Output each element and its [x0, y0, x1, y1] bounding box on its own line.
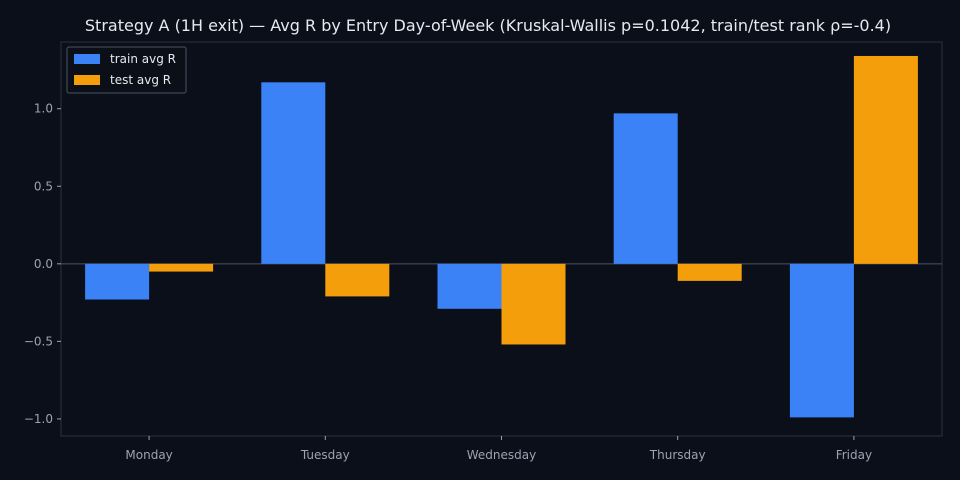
x-axis: Monday Tuesday Wednesday Thursday Friday: [125, 436, 872, 462]
bar-train-wednesday: [437, 263, 502, 309]
legend-label-test: test avg R: [110, 73, 171, 87]
legend: train avg R test avg R: [66, 46, 187, 94]
bar-train-monday: [85, 263, 150, 300]
bar-train-thursday: [613, 113, 678, 264]
bar-test-friday: [853, 55, 918, 264]
legend-swatch-train: [74, 54, 100, 64]
y-tick-label: 0.5: [34, 179, 53, 193]
y-tick-label: 0.0: [34, 257, 53, 271]
bar-train-friday: [789, 263, 854, 418]
y-tick-label: −1.0: [24, 412, 53, 426]
chart-title: Strategy A (1H exit) — Avg R by Entry Da…: [85, 16, 891, 35]
y-tick-label: 1.0: [34, 102, 53, 116]
x-tick-label: Thursday: [649, 448, 706, 462]
x-tick-label: Wednesday: [467, 448, 536, 462]
bars: [85, 55, 918, 418]
bar-train-tuesday: [261, 82, 326, 264]
bar-test-thursday: [677, 263, 742, 281]
y-tick-label: −0.5: [24, 334, 53, 348]
x-tick-label: Friday: [836, 448, 872, 462]
x-tick-label: Tuesday: [300, 448, 350, 462]
bar-test-wednesday: [501, 263, 566, 345]
legend-label-train: train avg R: [110, 52, 176, 66]
x-tick-label: Monday: [125, 448, 172, 462]
legend-swatch-test: [74, 75, 100, 85]
bar-test-monday: [149, 263, 214, 272]
bar-test-tuesday: [325, 263, 390, 297]
y-axis: −1.0 −0.5 0.0 0.5 1.0: [24, 102, 61, 426]
